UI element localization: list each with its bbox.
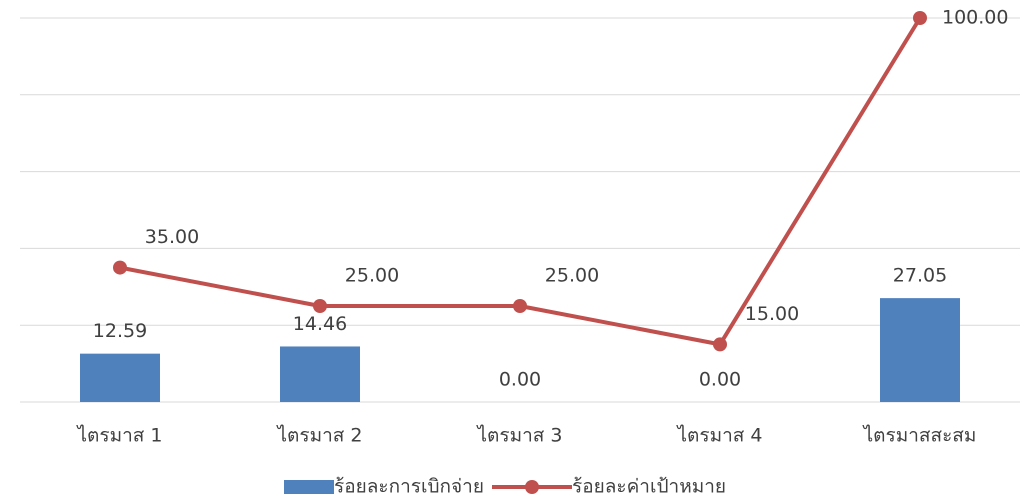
line (119, 16, 922, 347)
line-marker (513, 299, 527, 313)
legend-label: ร้อยละการเบิกจ่าย (334, 476, 484, 498)
data-label: 0.00 (499, 369, 541, 391)
data-label: 35.00 (145, 226, 199, 248)
data-label: 14.46 (293, 313, 347, 335)
legend-label: ร้อยละค่าเป้าหมาย (572, 476, 726, 498)
line-marker (113, 260, 127, 275)
bar (880, 298, 960, 402)
bar (80, 353, 160, 402)
x-tick-label: ไตรมาส 2 (275, 425, 362, 447)
x-tick-label: ไตรมาส 4 (675, 425, 762, 447)
data-label: 27.05 (893, 265, 947, 287)
line-marker (913, 11, 927, 25)
bar (280, 346, 360, 402)
legend-swatch (525, 480, 539, 494)
data-label: 100.00 (942, 7, 1008, 29)
data-label: 12.59 (93, 320, 147, 342)
data-label: 25.00 (345, 265, 399, 287)
line-marker (713, 337, 727, 352)
data-label: 25.00 (545, 265, 599, 287)
x-tick-label: ไตรมาสสะสม (862, 425, 977, 447)
data-label: 15.00 (745, 303, 799, 325)
line-marker (313, 299, 327, 313)
x-tick-label: ไตรมาส 1 (75, 425, 162, 447)
legend-swatch (284, 480, 334, 494)
x-tick-label: ไตรมาส 3 (475, 425, 562, 447)
data-label: 0.00 (699, 369, 741, 391)
